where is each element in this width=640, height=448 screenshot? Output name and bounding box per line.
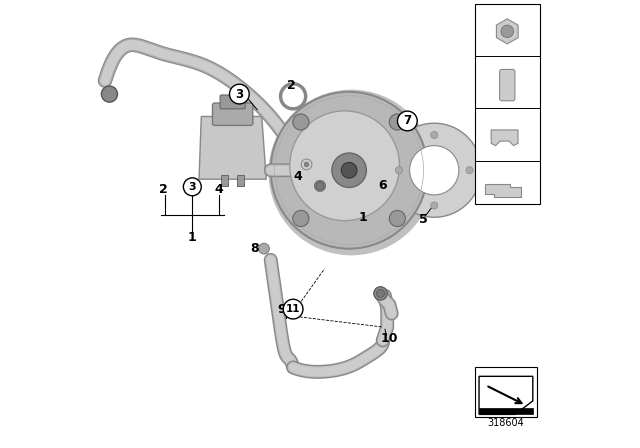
Circle shape <box>341 163 357 178</box>
Polygon shape <box>485 184 521 197</box>
FancyBboxPatch shape <box>475 367 538 417</box>
Text: 3: 3 <box>236 87 243 101</box>
Text: 3: 3 <box>478 22 486 35</box>
Circle shape <box>396 167 403 174</box>
Circle shape <box>301 159 312 170</box>
Polygon shape <box>199 116 266 179</box>
Circle shape <box>183 178 201 196</box>
Text: 5: 5 <box>419 213 428 226</box>
FancyBboxPatch shape <box>212 103 253 125</box>
Circle shape <box>101 86 118 102</box>
Circle shape <box>389 211 405 227</box>
Text: 7: 7 <box>478 128 486 141</box>
Circle shape <box>293 211 309 227</box>
Circle shape <box>374 287 387 300</box>
Circle shape <box>290 111 399 221</box>
Text: 11: 11 <box>474 181 491 194</box>
Text: 6: 6 <box>378 179 387 193</box>
Circle shape <box>389 114 405 130</box>
Circle shape <box>315 181 325 191</box>
FancyBboxPatch shape <box>221 175 228 186</box>
Circle shape <box>284 299 303 319</box>
Circle shape <box>376 289 385 297</box>
Text: 7: 7 <box>403 114 412 128</box>
Circle shape <box>316 182 324 190</box>
Circle shape <box>397 111 417 131</box>
Text: 9: 9 <box>278 302 286 316</box>
Circle shape <box>431 202 438 209</box>
Circle shape <box>501 25 513 38</box>
Circle shape <box>293 114 309 130</box>
Text: 10: 10 <box>381 332 398 345</box>
Circle shape <box>431 131 438 138</box>
FancyBboxPatch shape <box>220 95 245 109</box>
Circle shape <box>466 167 473 174</box>
Text: 1: 1 <box>188 231 196 244</box>
Text: 2: 2 <box>159 183 168 196</box>
Circle shape <box>259 243 269 254</box>
Text: 6: 6 <box>478 75 486 88</box>
Circle shape <box>230 84 249 104</box>
Circle shape <box>271 92 428 249</box>
Circle shape <box>332 153 366 187</box>
Text: 1: 1 <box>358 211 367 224</box>
Circle shape <box>387 123 481 217</box>
Text: 4: 4 <box>293 170 302 184</box>
Circle shape <box>410 146 459 195</box>
Text: 4: 4 <box>215 183 223 196</box>
FancyBboxPatch shape <box>500 69 515 101</box>
Polygon shape <box>479 408 533 414</box>
FancyBboxPatch shape <box>237 175 244 186</box>
Text: 3: 3 <box>189 182 196 192</box>
FancyBboxPatch shape <box>475 4 540 204</box>
Polygon shape <box>479 376 533 414</box>
Text: 8: 8 <box>251 242 259 255</box>
Circle shape <box>305 162 309 167</box>
Text: 11: 11 <box>286 304 300 314</box>
Text: 318604: 318604 <box>488 418 524 428</box>
Circle shape <box>269 90 435 255</box>
Polygon shape <box>491 130 518 146</box>
Text: 2: 2 <box>287 78 295 92</box>
